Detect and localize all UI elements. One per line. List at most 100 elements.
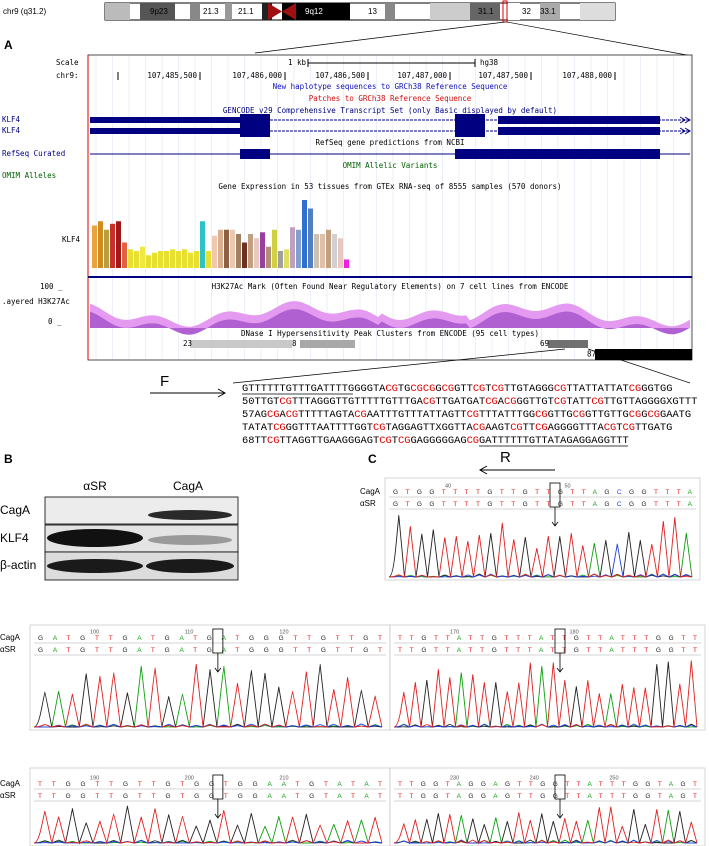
dnase-peak <box>595 349 692 360</box>
expression-bar <box>344 259 349 268</box>
coordinate: 107,488,000 <box>562 71 612 80</box>
exon <box>240 114 270 126</box>
track-title: Gene Expression in 53 tissues from GTEx … <box>218 182 561 191</box>
sequence-line: TATATCGGGTTTAATTTTGGTCGTAGGAGTTXGGTTACGA… <box>242 422 672 434</box>
exon <box>90 128 240 134</box>
expression-bar <box>200 221 205 268</box>
expression-bar <box>170 249 175 268</box>
expression-bar <box>212 235 217 268</box>
ideogram-band <box>470 3 500 20</box>
expression-bar <box>116 221 121 268</box>
primer-label: F <box>160 373 169 390</box>
browser-frame <box>87 54 693 361</box>
exon <box>498 127 660 135</box>
expression-bar <box>224 229 229 268</box>
expression-bar <box>290 227 295 268</box>
trace <box>393 806 698 845</box>
sample-label: CagA <box>0 633 21 642</box>
primer-arrow <box>150 388 227 398</box>
expression-bar <box>122 242 127 268</box>
primer-label: R <box>500 449 511 466</box>
expression-bar <box>332 234 337 268</box>
sequence-line: 57AGCGACGTTTTTAGTACGAATTTGTTTATTAGTTCGTT… <box>242 409 691 421</box>
position-label: 40 <box>445 483 451 489</box>
position-label: 50 <box>565 483 571 489</box>
sample-label: CagA <box>360 487 381 496</box>
expression-bar <box>128 249 133 268</box>
ideogram-band <box>105 3 130 20</box>
band <box>146 559 234 573</box>
chromatogram-box <box>389 767 706 846</box>
expression-bar <box>134 251 139 268</box>
ideogram-band <box>140 3 175 20</box>
position-label: 210 <box>279 775 288 781</box>
exon <box>90 117 240 123</box>
row-label: KLF4 <box>0 531 29 545</box>
chrom-label: chr9: <box>56 71 79 80</box>
peak-score: 23 <box>183 339 192 348</box>
coordinate: 107,486,000 <box>232 71 282 80</box>
ideogram-band <box>508 3 520 20</box>
expression-bar <box>164 251 169 268</box>
band-label: 31.1 <box>478 7 494 16</box>
omim-label: OMIM Alleles <box>2 171 56 180</box>
position-label: 240 <box>530 775 539 781</box>
panel-label: B <box>4 452 13 466</box>
dnase-peak <box>300 340 355 348</box>
scale-label: Scale <box>56 58 79 67</box>
trace <box>393 660 698 728</box>
position-label: 100 <box>90 629 99 635</box>
trace <box>33 723 383 728</box>
expression-bar <box>266 246 271 268</box>
exon <box>455 114 485 126</box>
ideogram-band <box>225 3 232 20</box>
expression-bar <box>278 251 283 268</box>
ideogram-band <box>580 3 615 20</box>
h3k27ac-min: 0 _ <box>48 317 62 326</box>
primer-arrow <box>478 465 555 475</box>
position-label: 190 <box>90 775 99 781</box>
exon <box>498 116 660 124</box>
sequence-line: 68TTCGTTAGGTTGAAGGGAGTCGTCGGAGGGGGAGCGGA… <box>242 435 629 447</box>
expression-bar <box>308 208 313 268</box>
dnase-peak <box>548 340 588 348</box>
position-label: 230 <box>450 775 459 781</box>
callout-lines <box>232 348 691 384</box>
peak-score: 87 <box>587 350 596 359</box>
expression-bar <box>104 229 109 268</box>
position-label: 200 <box>185 775 194 781</box>
trace <box>33 663 383 728</box>
expression-bar <box>236 234 241 268</box>
trace <box>33 808 383 845</box>
blot-strip <box>44 496 239 525</box>
track-title: OMIM Allelic Variants <box>343 161 438 170</box>
expression-bar <box>188 252 193 268</box>
gene-label: KLF4 <box>2 115 21 124</box>
track-title: DNase I Hypersensitivity Peak Clusters f… <box>241 329 539 338</box>
ideogram-band <box>190 3 200 20</box>
sample-label: αSR <box>360 499 376 508</box>
expression-bar <box>248 234 253 268</box>
strand-arrow <box>679 116 691 124</box>
ideogram-band <box>540 3 560 20</box>
expression-bar <box>152 252 157 268</box>
panel-label: A <box>4 38 13 52</box>
position-label: 120 <box>279 629 288 635</box>
chromatogram-box <box>29 767 391 846</box>
dnase-peak <box>190 340 292 348</box>
expression-bar <box>182 249 187 268</box>
centromere <box>268 3 296 20</box>
band <box>47 529 143 547</box>
coordinate: 107,486,500 <box>315 71 365 80</box>
coordinate: 107,487,500 <box>478 71 528 80</box>
lane-label: CagA <box>173 479 203 493</box>
track-title: GENCODE v29 Comprehensive Transcript Set… <box>223 106 557 115</box>
row-label: β-actin <box>0 558 36 572</box>
h3k27ac-max: 100 _ <box>40 282 63 291</box>
